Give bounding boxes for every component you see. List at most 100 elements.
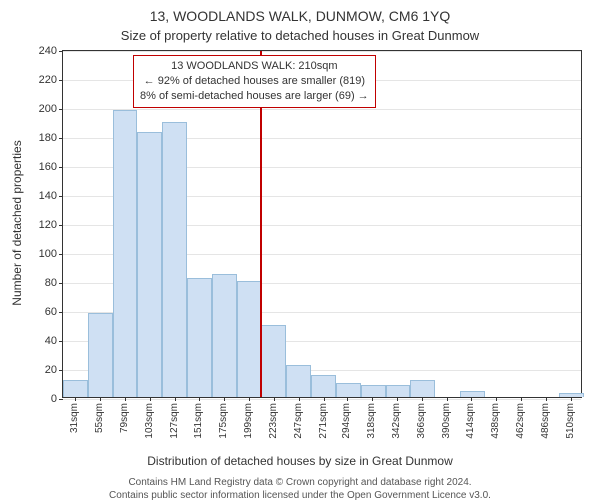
y-tick-mark: [59, 283, 63, 284]
x-tick-label: 510sqm: [566, 403, 576, 439]
y-axis-label: Number of detached properties: [10, 113, 24, 333]
y-tick-label: 80: [45, 277, 57, 289]
histogram-bar: [559, 393, 584, 397]
x-tick-label: 127sqm: [170, 403, 180, 439]
x-tick-label: 151sqm: [194, 403, 204, 439]
histogram-bar: [237, 281, 262, 397]
histogram-bar: [460, 391, 485, 397]
y-tick-mark: [59, 138, 63, 139]
annotation-line: ← 92% of detached houses are smaller (81…: [140, 74, 369, 89]
x-tick-label: 103sqm: [145, 403, 155, 439]
x-tick-mark: [447, 397, 448, 401]
y-gridline: [63, 399, 581, 400]
x-axis-label: Distribution of detached houses by size …: [0, 454, 600, 468]
histogram-bar: [336, 383, 361, 398]
y-tick-label: 240: [39, 45, 57, 57]
y-tick-label: 220: [39, 74, 57, 86]
y-gridline: [63, 51, 581, 52]
histogram-bar: [261, 325, 286, 398]
y-tick-mark: [59, 341, 63, 342]
y-tick-mark: [59, 399, 63, 400]
y-tick-label: 200: [39, 103, 57, 115]
histogram-bar: [311, 375, 336, 397]
histogram-bar: [361, 385, 386, 397]
y-tick-mark: [59, 80, 63, 81]
x-tick-mark: [75, 397, 76, 401]
y-tick-mark: [59, 225, 63, 226]
y-tick-label: 160: [39, 161, 57, 173]
histogram-bar: [162, 122, 187, 398]
y-tick-label: 120: [39, 219, 57, 231]
x-tick-mark: [324, 397, 325, 401]
histogram-bar: [113, 110, 138, 397]
x-tick-mark: [150, 397, 151, 401]
y-tick-label: 180: [39, 132, 57, 144]
histogram-bar: [410, 380, 435, 397]
x-tick-mark: [274, 397, 275, 401]
x-tick-mark: [372, 397, 373, 401]
x-tick-mark: [397, 397, 398, 401]
y-tick-mark: [59, 51, 63, 52]
footer-attribution: Contains HM Land Registry data © Crown c…: [0, 476, 600, 502]
histogram-bar: [286, 365, 311, 397]
y-tick-mark: [59, 254, 63, 255]
histogram-bar: [88, 313, 113, 397]
y-tick-label: 0: [51, 393, 57, 405]
footer-line-1: Contains HM Land Registry data © Crown c…: [128, 477, 471, 488]
x-tick-label: 294sqm: [342, 403, 352, 439]
x-tick-label: 438sqm: [491, 403, 501, 439]
x-tick-mark: [571, 397, 572, 401]
x-tick-mark: [199, 397, 200, 401]
y-tick-mark: [59, 370, 63, 371]
x-tick-mark: [546, 397, 547, 401]
x-tick-label: 390sqm: [442, 403, 452, 439]
y-tick-mark: [59, 312, 63, 313]
footer-line-2: Contains public sector information licen…: [109, 490, 491, 501]
x-tick-mark: [125, 397, 126, 401]
x-tick-mark: [496, 397, 497, 401]
x-tick-label: 223sqm: [269, 403, 279, 439]
x-tick-label: 318sqm: [367, 403, 377, 439]
x-tick-label: 414sqm: [466, 403, 476, 439]
x-tick-label: 462sqm: [516, 403, 526, 439]
histogram-bar: [137, 132, 162, 397]
page-title: 13, WOODLANDS WALK, DUNMOW, CM6 1YQ: [0, 8, 600, 24]
x-tick-label: 247sqm: [294, 403, 304, 439]
histogram-bar: [386, 385, 411, 397]
annotation-line: 8% of semi-detached houses are larger (6…: [140, 89, 369, 104]
x-tick-mark: [471, 397, 472, 401]
y-tick-label: 40: [45, 335, 57, 347]
y-tick-label: 60: [45, 306, 57, 318]
y-tick-label: 100: [39, 248, 57, 260]
x-tick-mark: [224, 397, 225, 401]
x-tick-label: 366sqm: [417, 403, 427, 439]
histogram-bar: [212, 274, 237, 397]
histogram-bar: [187, 278, 212, 397]
y-tick-label: 140: [39, 190, 57, 202]
y-tick-mark: [59, 167, 63, 168]
x-tick-label: 486sqm: [541, 403, 551, 439]
y-tick-mark: [59, 109, 63, 110]
page-subtitle: Size of property relative to detached ho…: [0, 28, 600, 43]
annotation-box: 13 WOODLANDS WALK: 210sqm← 92% of detach…: [133, 55, 376, 108]
y-tick-label: 20: [45, 364, 57, 376]
x-tick-label: 175sqm: [219, 403, 229, 439]
x-tick-label: 55sqm: [95, 403, 105, 433]
x-tick-label: 199sqm: [244, 403, 254, 439]
chart-plot-area: 02040608010012014016018020022024031sqm55…: [62, 50, 582, 398]
x-tick-mark: [521, 397, 522, 401]
x-tick-mark: [347, 397, 348, 401]
y-gridline: [63, 109, 581, 110]
x-tick-mark: [100, 397, 101, 401]
x-tick-mark: [422, 397, 423, 401]
y-tick-mark: [59, 196, 63, 197]
x-tick-mark: [249, 397, 250, 401]
x-tick-label: 79sqm: [120, 403, 130, 433]
x-tick-label: 31sqm: [70, 403, 80, 433]
x-tick-label: 342sqm: [392, 403, 402, 439]
annotation-line: 13 WOODLANDS WALK: 210sqm: [140, 59, 369, 74]
x-tick-mark: [175, 397, 176, 401]
x-tick-mark: [299, 397, 300, 401]
x-tick-label: 271sqm: [319, 403, 329, 439]
histogram-bar: [63, 380, 88, 397]
